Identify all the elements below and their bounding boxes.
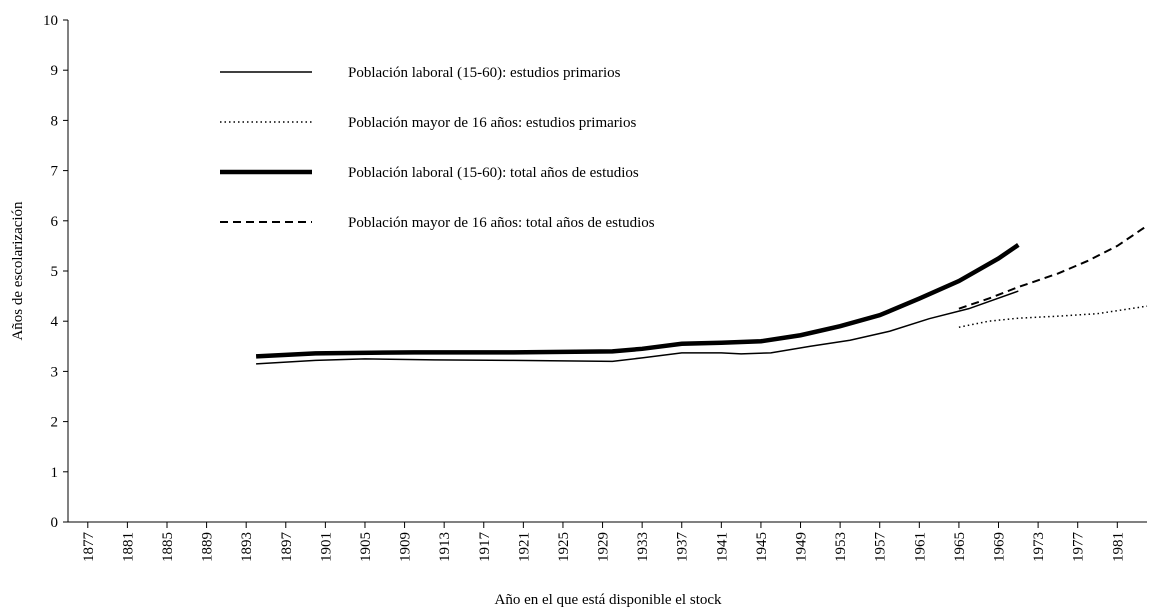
- x-tick-label: 1973: [1031, 532, 1047, 562]
- x-tick-label: 1913: [437, 532, 453, 562]
- y-tick-label: 6: [51, 214, 59, 230]
- x-tick-label: 1877: [81, 532, 97, 563]
- x-tick-label: 1905: [358, 532, 374, 562]
- x-tick-label: 1901: [318, 532, 334, 562]
- series-line: [958, 305, 1148, 328]
- legend-label: Población laboral (15-60): total años de…: [348, 165, 639, 181]
- y-tick-label: 10: [43, 13, 58, 29]
- y-tick-label: 3: [51, 364, 59, 380]
- x-tick-label: 1981: [1110, 532, 1126, 562]
- y-tick-label: 4: [51, 314, 59, 330]
- x-tick-label: 1909: [398, 532, 414, 562]
- legend-label: Población mayor de 16 años: total años d…: [348, 215, 655, 231]
- legend-label: Población laboral (15-60): estudios prim…: [348, 65, 621, 81]
- series-line: [255, 243, 1020, 359]
- x-tick-label: 1945: [754, 532, 770, 562]
- y-tick-label: 2: [51, 415, 59, 431]
- x-tick-label: 1969: [992, 532, 1008, 562]
- x-tick-label: 1897: [279, 532, 295, 563]
- y-axis-label: Años de escolarización: [10, 201, 26, 341]
- x-tick-label: 1933: [635, 532, 651, 562]
- x-tick-label: 1921: [516, 532, 532, 562]
- x-tick-label: 1949: [794, 532, 810, 562]
- y-tick-label: 7: [51, 164, 59, 180]
- x-tick-label: 1965: [952, 532, 968, 562]
- y-tick-label: 8: [51, 113, 59, 129]
- x-tick-label: 1929: [596, 532, 612, 562]
- y-tick-label: 1: [51, 465, 59, 481]
- x-tick-label: 1957: [873, 532, 889, 563]
- x-tick-label: 1885: [160, 532, 176, 562]
- x-tick-label: 1925: [556, 532, 572, 562]
- x-tick-label: 1881: [120, 532, 136, 562]
- series-line: [958, 224, 1148, 310]
- y-tick-label: 9: [51, 63, 59, 79]
- x-tick-label: 1961: [912, 532, 928, 562]
- series-line: [256, 290, 1019, 365]
- x-axis-label: Año en el que está disponible el stock: [494, 592, 722, 608]
- y-tick-label: 0: [51, 515, 59, 531]
- x-tick-label: 1917: [477, 532, 493, 563]
- x-tick-label: 1893: [239, 532, 255, 562]
- y-tick-label: 5: [51, 264, 59, 280]
- x-tick-label: 1977: [1071, 532, 1087, 563]
- x-tick-label: 1889: [200, 532, 216, 562]
- legend-label: Población mayor de 16 años: estudios pri…: [348, 115, 636, 131]
- x-tick-label: 1941: [714, 532, 730, 562]
- x-tick-label: 1937: [675, 532, 691, 563]
- x-tick-label: 1953: [833, 532, 849, 562]
